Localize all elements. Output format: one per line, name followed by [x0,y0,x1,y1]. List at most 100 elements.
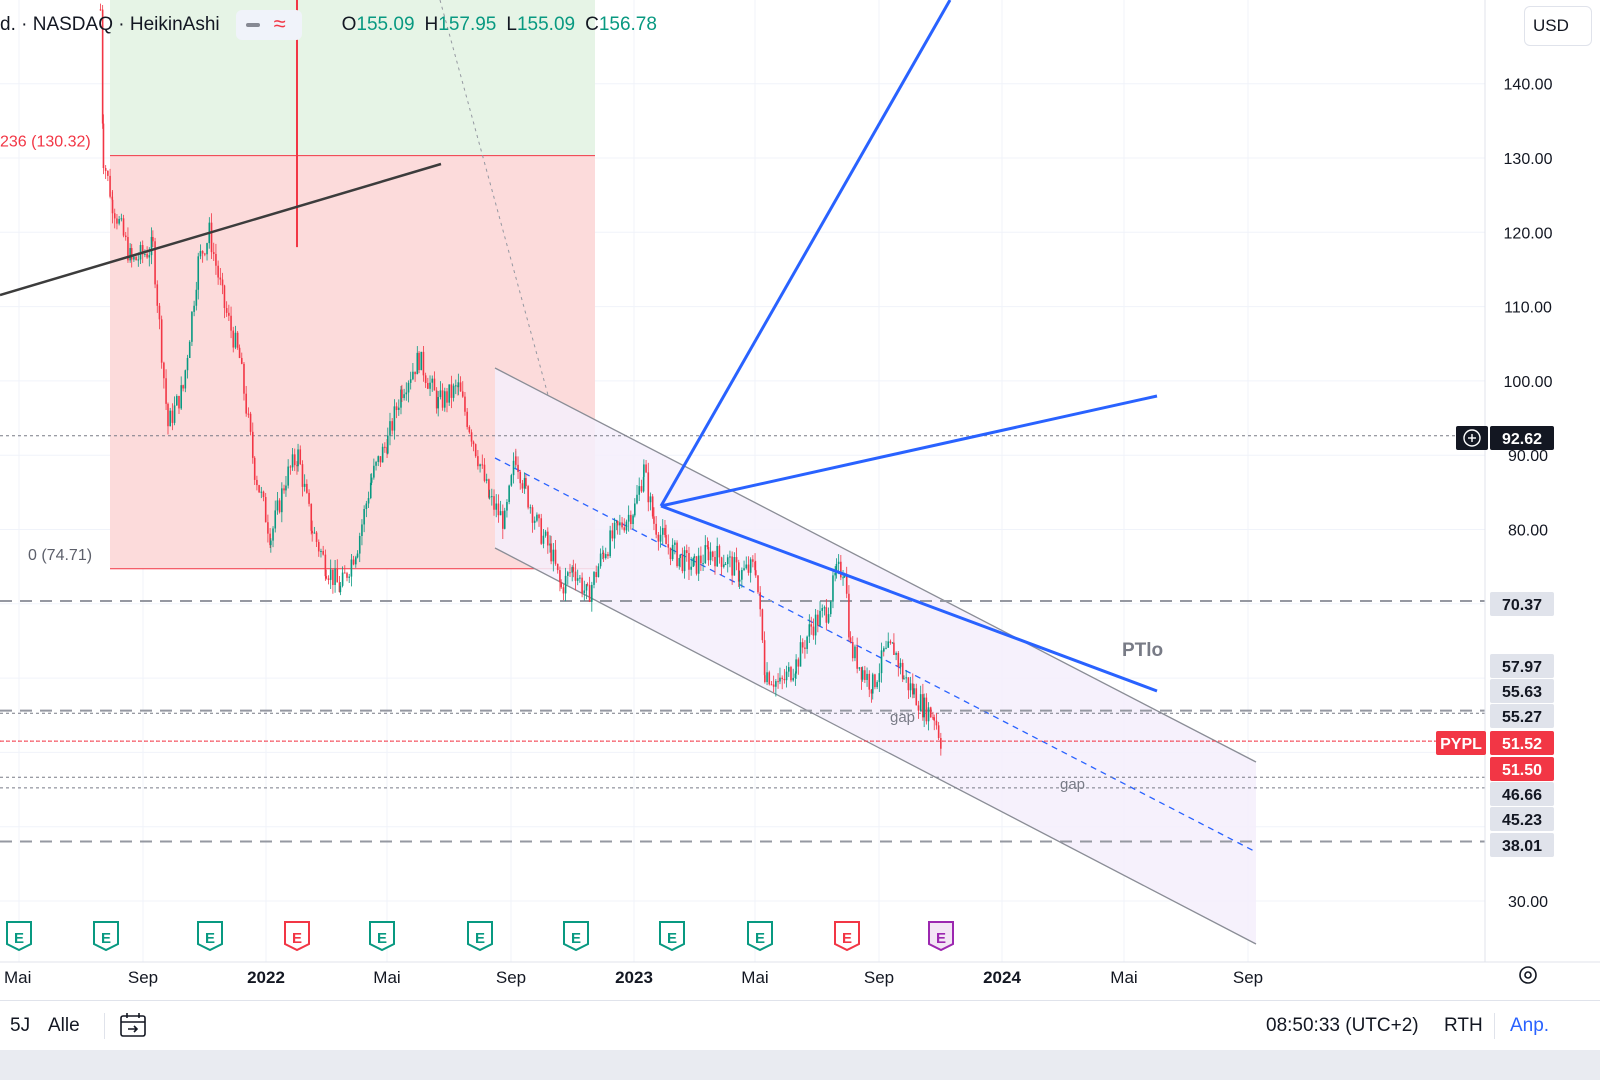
candle-body [519,472,522,484]
candle-body [901,662,904,679]
candle-body [278,500,281,513]
candle-body [358,536,361,554]
price-tick-label: 30.00 [1508,894,1548,911]
candle-body [835,563,838,573]
candle-body [609,530,611,557]
candle-body [817,614,819,626]
candle-body [429,382,431,389]
gear-inner [1524,971,1532,979]
candle-body [228,312,230,316]
candle-body [692,557,695,567]
earnings-marker[interactable]: E [467,921,493,952]
candle-body [289,466,292,468]
channel-fill [495,368,1256,944]
candle-body [129,248,131,261]
candle-body [472,441,475,445]
range-5y-button[interactable]: 5J [10,1015,31,1036]
legend-symbol[interactable]: d. · NASDAQ · HeikinAshi [0,14,220,35]
candle-body [674,542,676,545]
candle-body [276,500,279,511]
candle-body [905,677,907,679]
candle-body [491,496,493,498]
candle-body [638,486,640,495]
price-level-value: 51.52 [1502,736,1542,753]
candle-body [591,584,593,602]
candle-body [454,385,457,387]
earnings-marker[interactable]: E [6,921,32,952]
price-level-tag [1490,704,1554,728]
earnings-marker[interactable]: E [93,921,119,952]
candle-body [935,720,938,726]
symbol-tag [1436,731,1486,755]
earnings-marker[interactable]: E [197,921,223,952]
candle-body [714,556,716,567]
currency-button[interactable]: USD [1524,6,1592,46]
earnings-marker[interactable]: E [834,921,860,952]
candle-body [450,384,453,398]
candle-body [749,559,752,573]
legend-high-label: H [424,14,439,35]
candle-body [783,678,786,681]
earnings-marker[interactable]: E [659,921,685,952]
candle-body [269,533,271,546]
candle-body [819,610,821,626]
candle-body [775,681,777,687]
indicator-toggle[interactable]: ≈ [235,10,302,40]
candle-body [397,407,400,410]
candle-body [350,559,353,577]
candle-body [381,446,384,463]
candle-body [171,410,174,423]
candle-body [599,553,602,567]
go-to-date-icon[interactable] [118,1011,148,1045]
earnings-label: E [475,930,485,947]
earnings-marker[interactable]: E [284,921,310,952]
candle-body [154,241,156,285]
candle-body [352,559,355,565]
candle-body [403,394,405,399]
candle-body [253,457,256,480]
candle-body [400,389,402,408]
candle-body [552,549,555,562]
time-tick-label: Mai [741,968,768,987]
legend-close-label: C [585,14,599,35]
candle-body [173,405,176,423]
candle-body [441,390,444,408]
candle-body [922,694,924,718]
clock-time[interactable]: 08:50:33 (UTC+2) [1266,1015,1419,1036]
price-level-tag [1490,731,1554,755]
trendline-blue-down [660,504,1158,693]
price-level-value: 92.62 [1502,431,1542,448]
candle-body [313,532,316,534]
candle-body [206,243,208,255]
candle-body [163,362,165,379]
candle-body [761,609,764,641]
candle-body [707,546,710,561]
candle-body [483,464,486,481]
candle-body [702,563,704,565]
candle-body [804,647,806,649]
chart-area[interactable]: 236 (130.32) 0 (74.71) PTlo gap gap E E E E E E E… [0,0,1600,1050]
candle-body [389,421,391,436]
candle-body [461,391,464,397]
earnings-marker[interactable]: E [928,921,954,952]
settings-gear-icon[interactable] [1519,966,1537,984]
chart-svg[interactable]: 236 (130.32) 0 (74.71) PTlo gap gap E E E E E E E… [0,0,1600,1000]
candle-body [332,569,334,585]
candle-body [506,502,508,511]
candle-body [466,411,468,427]
candle-body [306,483,308,493]
candle-body [427,383,429,389]
legend-close-value: 156.78 [598,14,657,35]
earnings-marker[interactable]: E [369,921,395,952]
candle-body [435,390,438,409]
candle-body [716,545,718,567]
candle-body [339,585,342,593]
earnings-marker[interactable]: E [747,921,773,952]
range-all-button[interactable]: Alle [48,1015,80,1036]
earnings-marker[interactable]: E [563,921,589,952]
candle-body [799,642,802,667]
candle-body [317,541,320,552]
session-rth-button[interactable]: RTH [1444,1015,1483,1036]
earnings-label: E [755,930,765,947]
adjust-button[interactable]: Anp. [1510,1015,1550,1036]
